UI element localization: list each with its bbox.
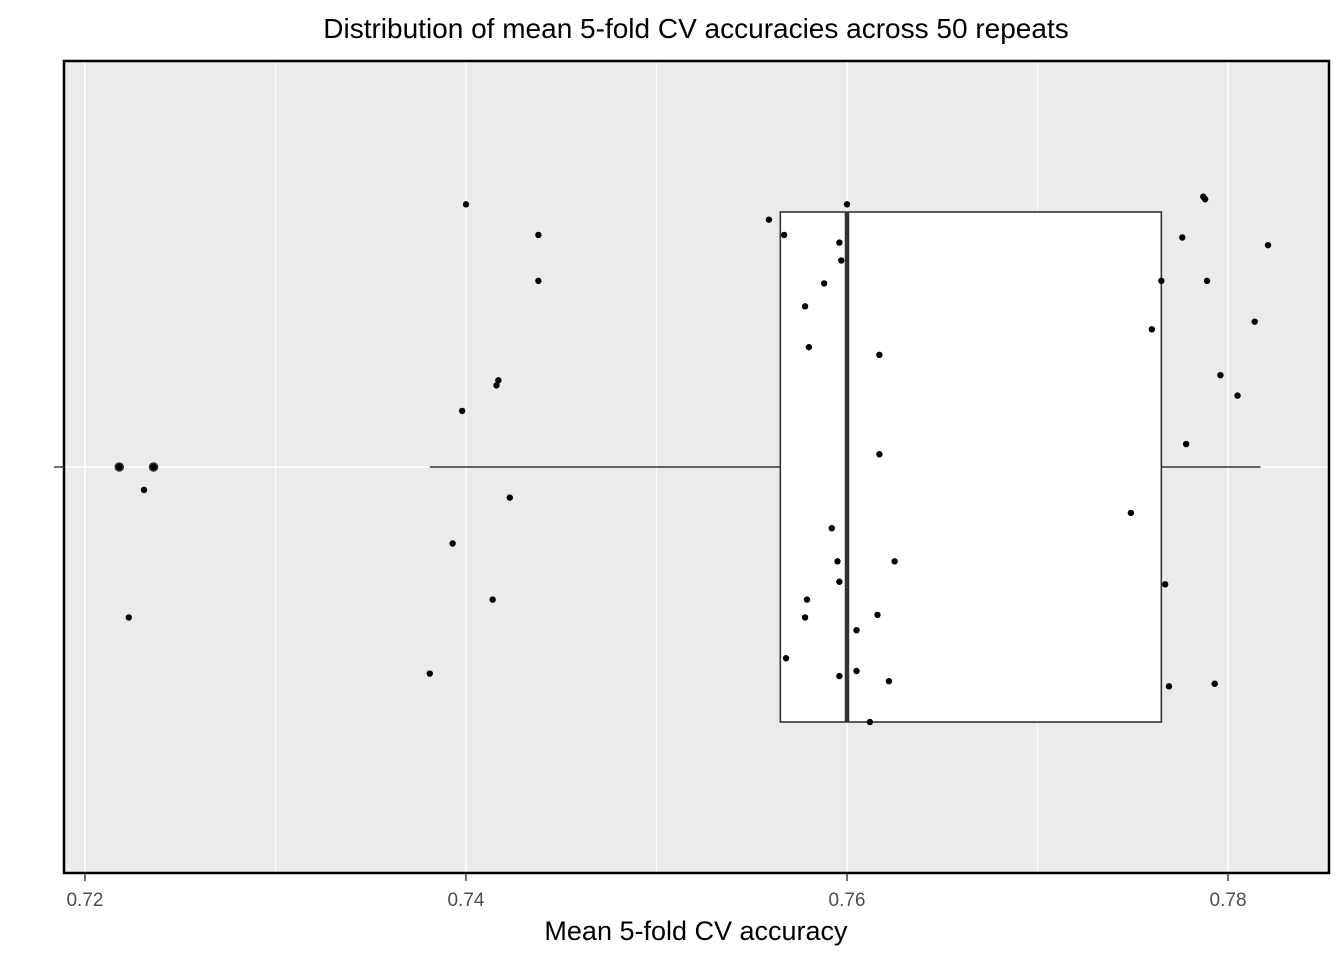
- chart-title: Distribution of mean 5-fold CV accuracie…: [323, 13, 1068, 44]
- data-point: [495, 377, 502, 384]
- data-point: [426, 670, 433, 677]
- data-point: [876, 351, 883, 358]
- data-point: [885, 678, 893, 685]
- data-point: [535, 231, 542, 239]
- data-point: [834, 558, 841, 565]
- data-point: [1211, 680, 1218, 687]
- data-point: [801, 303, 809, 310]
- data-point: [506, 494, 513, 501]
- data-point: [449, 540, 456, 547]
- data-point: [765, 216, 773, 223]
- data-point: [828, 525, 835, 532]
- data-point: [150, 463, 157, 471]
- data-point: [140, 486, 148, 494]
- data-point: [801, 614, 809, 621]
- data-point: [866, 718, 874, 726]
- data-point: [125, 614, 132, 621]
- data-point: [1179, 234, 1186, 241]
- data-point: [535, 277, 542, 285]
- data-point: [891, 558, 898, 565]
- data-point: [874, 611, 881, 619]
- data-point: [853, 667, 860, 675]
- data-point: [1161, 581, 1169, 588]
- data-point: [876, 451, 883, 458]
- x-tick-label: 0.74: [447, 890, 484, 911]
- box-group: [114, 211, 1261, 723]
- data-point: [1251, 318, 1258, 325]
- data-point: [116, 463, 123, 471]
- data-point: [462, 201, 470, 208]
- data-point: [838, 257, 845, 264]
- data-point: [1203, 277, 1211, 285]
- data-point: [803, 596, 811, 603]
- interquartile-box: [779, 211, 1163, 723]
- x-tick-label: 0.78: [1210, 890, 1247, 911]
- data-point: [843, 201, 851, 208]
- data-point: [1148, 326, 1156, 333]
- data-point: [820, 280, 828, 287]
- data-point: [1182, 440, 1190, 448]
- data-point: [1234, 392, 1241, 399]
- x-axis: 0.72 0.74 0.76 0.78: [54, 466, 1247, 911]
- data-point: [1264, 241, 1272, 249]
- data-point: [1201, 196, 1209, 203]
- data-point: [1158, 277, 1165, 285]
- data-point: [1165, 683, 1173, 690]
- data-point: [489, 596, 496, 603]
- data-point: [836, 672, 843, 680]
- data-point: [853, 627, 860, 634]
- x-tick-label: 0.72: [66, 890, 103, 911]
- x-axis-label: Mean 5-fold CV accuracy: [544, 916, 848, 946]
- x-tick-label: 0.76: [829, 890, 866, 911]
- data-point: [836, 578, 843, 585]
- data-point: [1217, 372, 1224, 379]
- data-point: [836, 239, 843, 246]
- data-point: [805, 343, 813, 351]
- jitter-points: [116, 193, 1272, 726]
- data-point: [782, 655, 790, 662]
- data-point: [1127, 509, 1135, 517]
- data-point: [780, 231, 788, 239]
- data-point: [493, 382, 500, 389]
- data-point: [458, 407, 466, 415]
